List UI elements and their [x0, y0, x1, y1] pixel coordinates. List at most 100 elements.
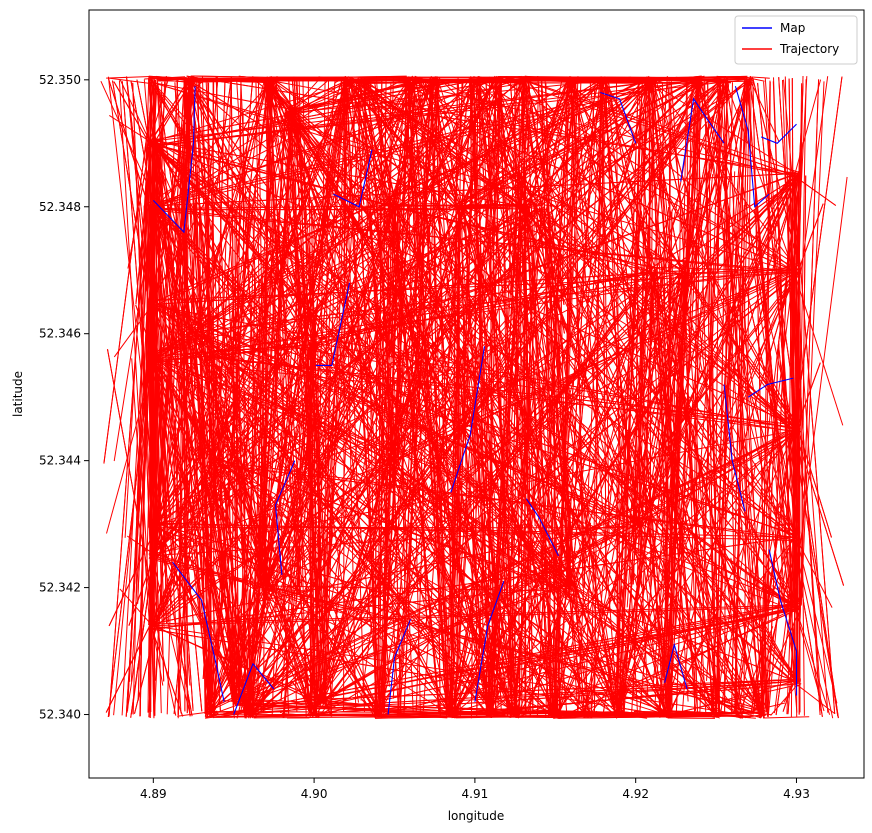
trajectory-segment: [457, 79, 604, 211]
map-road-segment: [387, 619, 412, 715]
trajectory-segment: [431, 80, 441, 718]
trajectory-segment: [738, 626, 774, 715]
trajectory-segment: [363, 76, 670, 717]
trajectory-segment: [455, 80, 464, 205]
trajectory-segment: [106, 76, 151, 79]
trajectory-segment: [381, 82, 416, 712]
trajectory-segment: [157, 79, 189, 83]
trajectory-segment: [197, 335, 797, 536]
trajectory-segment: [797, 429, 832, 538]
trajectory-segment: [602, 522, 635, 715]
trajectory-segment: [640, 210, 649, 267]
trajectory-segment: [157, 524, 327, 704]
trajectory-segment: [153, 526, 672, 714]
trajectory-segment: [174, 82, 211, 715]
trajectory-segment: [264, 78, 310, 712]
trajectory-segment: [290, 680, 317, 714]
trajectory-segment: [265, 79, 280, 305]
trajectory-segment: [346, 80, 526, 210]
trajectory-segment: [151, 76, 521, 147]
trajectory-segment: [212, 456, 266, 585]
trajectory-segment: [234, 209, 239, 699]
trajectory-segment: [148, 80, 317, 347]
trajectory-segment: [150, 204, 312, 713]
trajectory-segment: [320, 76, 436, 702]
trajectory-segment: [151, 300, 637, 528]
trajectory-segment: [103, 77, 155, 464]
trajectory-segment: [196, 81, 501, 332]
trajectory-segment: [760, 343, 780, 714]
trajectory-segment: [415, 205, 463, 463]
trajectory-segment: [754, 210, 798, 605]
trajectory-segment: [287, 113, 326, 700]
trajectory-segment: [275, 206, 315, 347]
trajectory-segment: [800, 268, 836, 715]
trajectory-segment: [206, 82, 226, 713]
map-road-segment: [768, 549, 798, 696]
trajectory-segment: [152, 145, 766, 712]
map-road-segment: [525, 498, 559, 557]
trajectory-segment: [616, 80, 639, 715]
trajectory-segment: [454, 267, 469, 715]
trajectory-segment: [286, 110, 799, 685]
trajectory-segment: [799, 203, 824, 268]
trajectory-segment: [461, 209, 468, 535]
trajectory-segment: [605, 82, 624, 527]
trajectory-segment: [473, 79, 490, 715]
trajectory-segment: [184, 77, 203, 331]
trajectory-segment: [668, 608, 720, 715]
trajectory-segment: [393, 209, 576, 589]
trajectory-segment: [113, 81, 152, 148]
trajectory-segment: [572, 82, 742, 714]
trajectory-segment: [434, 81, 456, 717]
trajectory-segment: [454, 554, 482, 712]
trajectory-segment: [510, 83, 558, 716]
trajectory-segment: [264, 81, 306, 206]
trajectory-segment: [397, 78, 414, 208]
map-road-segment: [315, 282, 351, 366]
x-tick-label: 4.93: [783, 787, 810, 801]
trajectory-segment: [449, 78, 654, 713]
trajectory-segment: [234, 425, 262, 584]
trajectory-segment: [234, 80, 345, 699]
trajectory-segment: [396, 79, 439, 459]
trajectory-layer: [100, 75, 848, 719]
trajectory-segment: [621, 585, 625, 717]
y-tick-label: 52.344: [39, 454, 81, 468]
trajectory-segment: [155, 78, 275, 208]
trajectory-segment: [321, 207, 538, 705]
trajectory-segment: [698, 82, 793, 608]
trajectory-segment: [706, 82, 750, 681]
trajectory-segment: [291, 78, 317, 343]
trajectory-segment: [295, 347, 314, 605]
trajectory-segment: [694, 81, 699, 527]
trajectory-segment: [156, 78, 520, 204]
trajectory-segment: [262, 81, 526, 588]
trajectory-segment: [343, 78, 464, 208]
trajectory-segment: [347, 82, 681, 270]
trajectory-segment: [522, 81, 696, 209]
trajectory-segment: [665, 178, 690, 715]
trajectory-segment: [456, 78, 697, 208]
trajectory-segment: [724, 80, 768, 712]
trajectory-segment: [363, 81, 636, 527]
trajectory-segment: [151, 556, 191, 716]
trajectory-segment: [237, 81, 266, 83]
trajectory-segment: [554, 268, 596, 716]
map-road-segment: [274, 460, 296, 575]
trajectory-segment: [194, 273, 649, 333]
trajectory-segment: [405, 78, 421, 715]
trajectory-segment: [318, 700, 515, 718]
trajectory-segment: [704, 79, 732, 84]
trajectory-segment: [650, 176, 798, 269]
trajectory-segment: [557, 715, 763, 719]
trajectory-segment: [238, 75, 266, 80]
trajectory-segment: [285, 108, 292, 268]
trajectory-segment: [787, 538, 801, 715]
trajectory-segment: [715, 146, 761, 715]
trajectory-segment: [266, 77, 316, 704]
trajectory-segment: [408, 81, 428, 628]
trajectory-segment: [134, 623, 158, 714]
map-road-segment: [233, 662, 275, 715]
map-road-segment: [450, 346, 486, 493]
